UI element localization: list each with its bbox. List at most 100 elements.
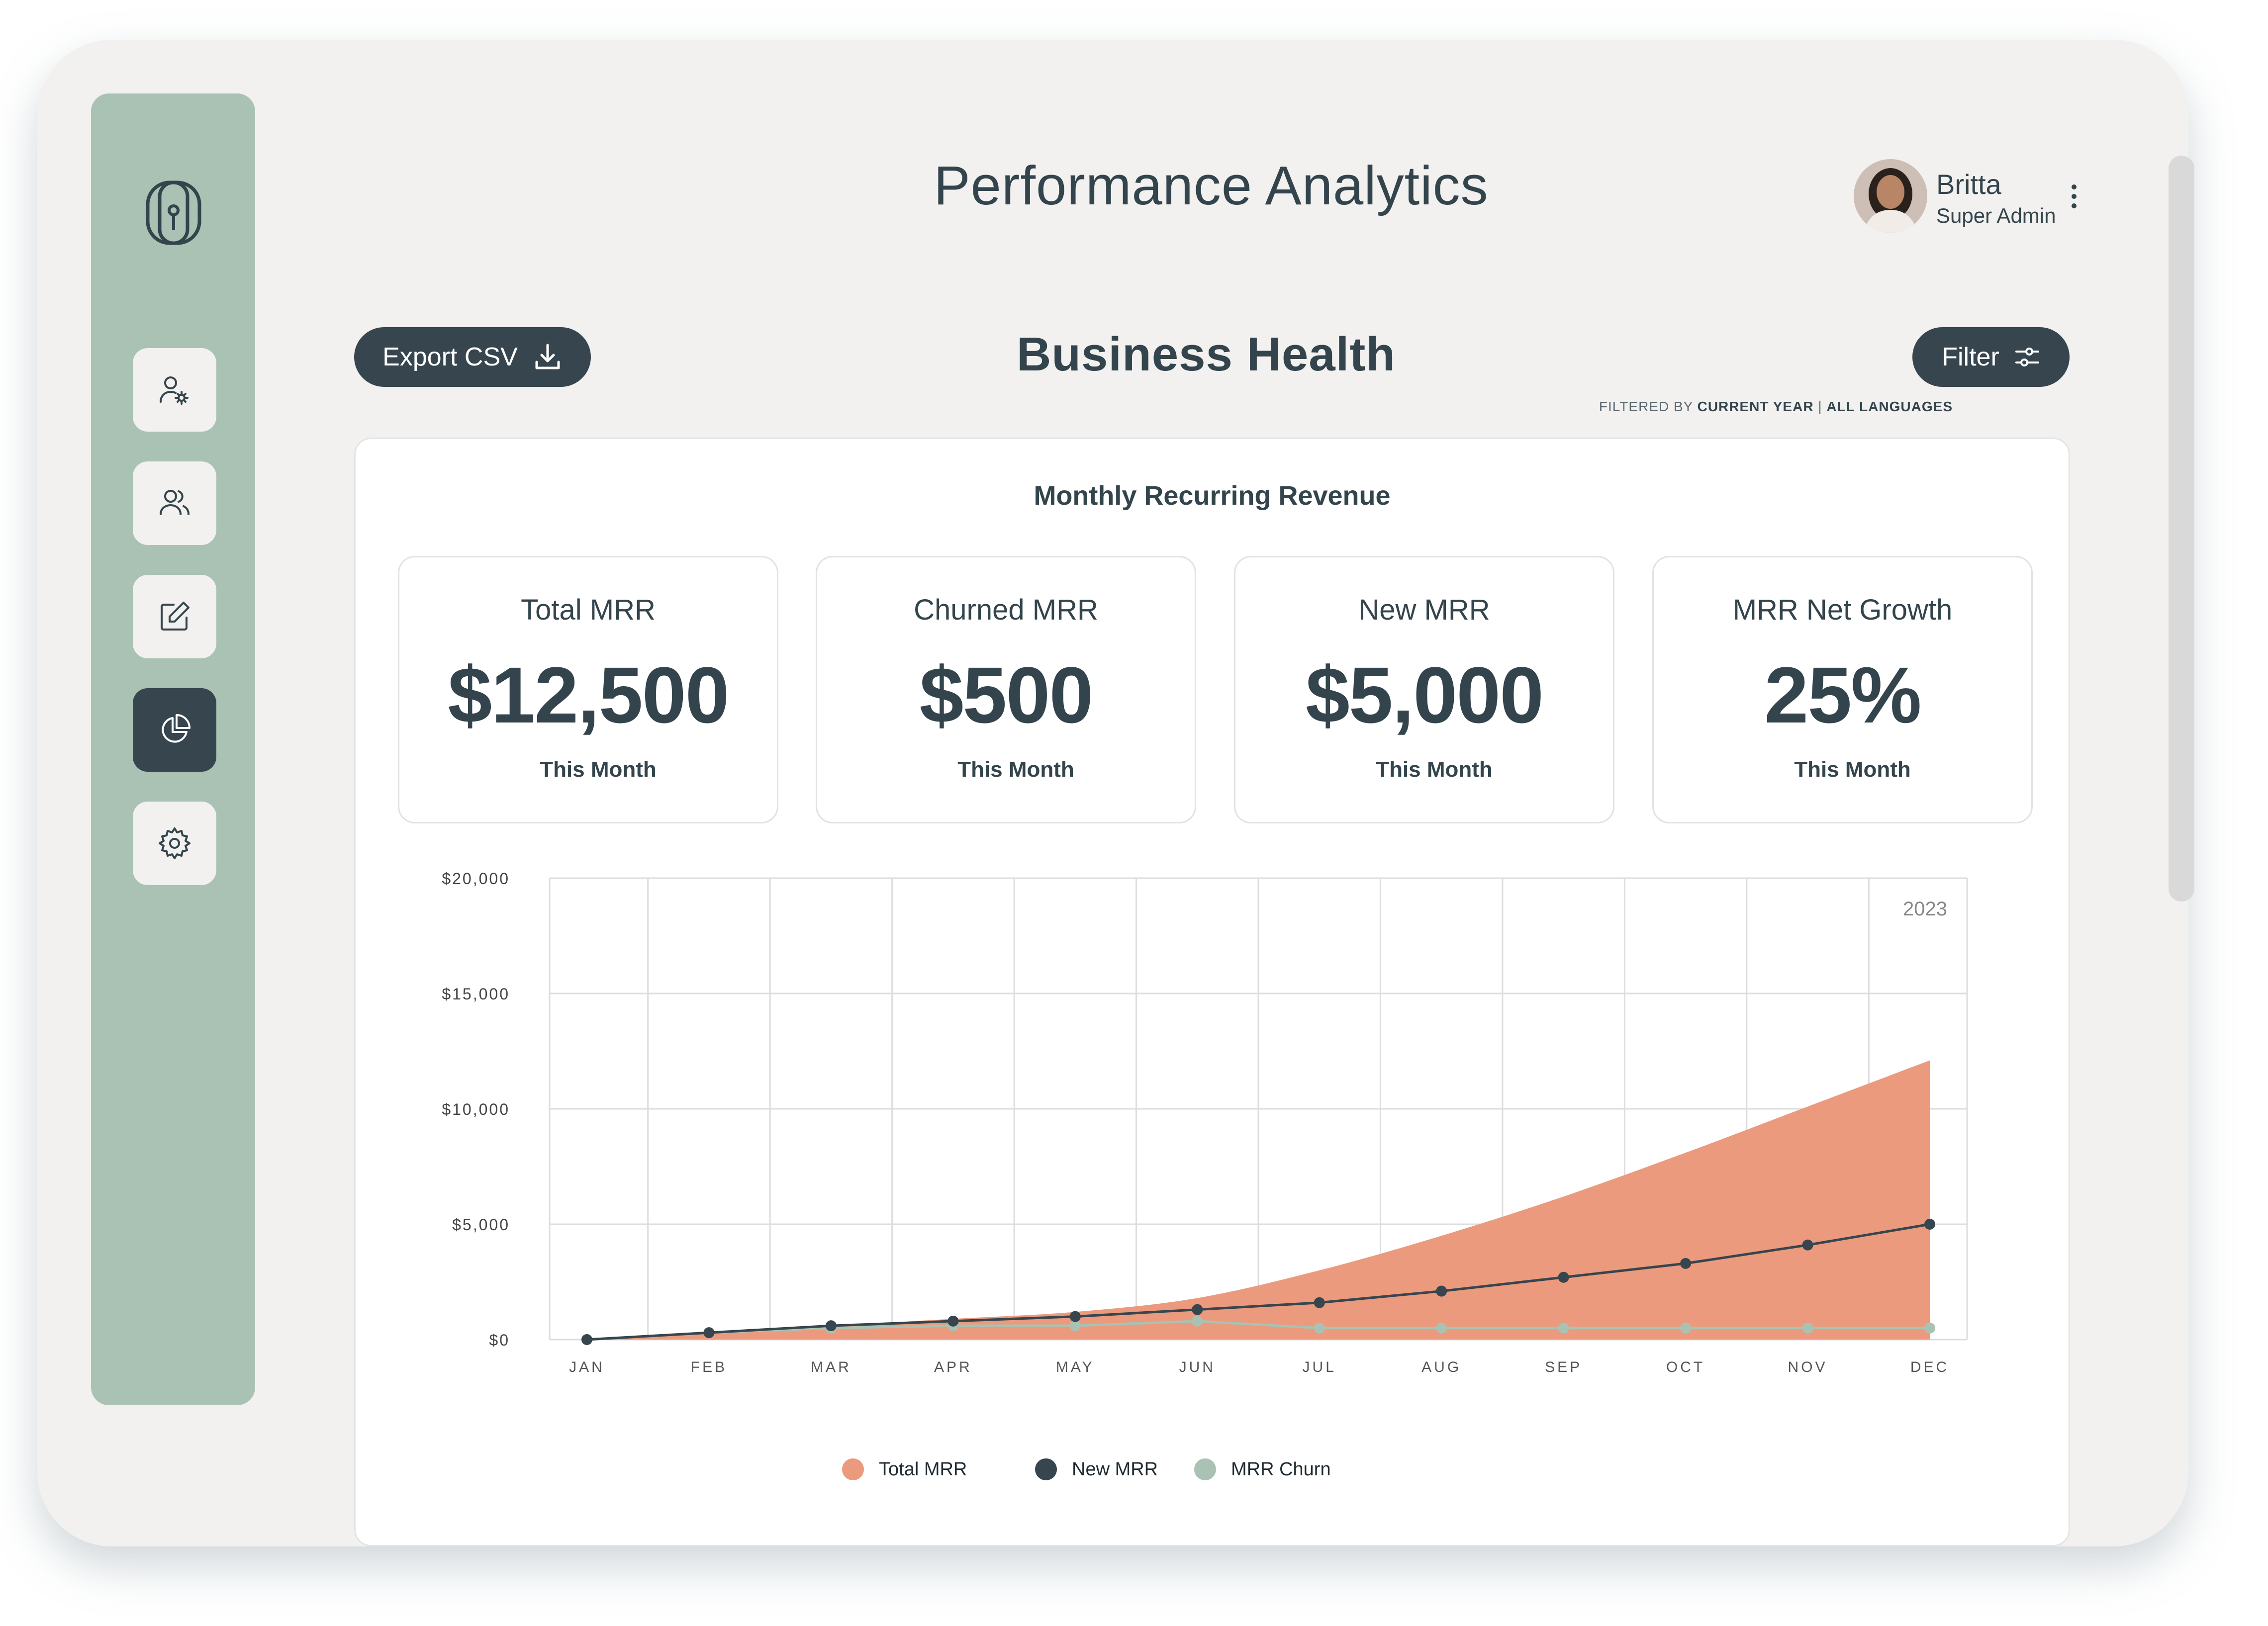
new-mrr-point bbox=[1192, 1304, 1203, 1315]
new-mrr-line bbox=[586, 1223, 1930, 1341]
logo-icon bbox=[146, 181, 201, 245]
mrr-churn-point bbox=[1802, 1322, 1813, 1334]
y-tick-label: $5,000 bbox=[452, 1216, 510, 1234]
kpi-total-mrr: Total MRR $12,500 This Month bbox=[398, 556, 778, 823]
sidebar-item-edit[interactable] bbox=[133, 575, 216, 658]
x-tick-label: JUN bbox=[1179, 1359, 1216, 1375]
sliders-icon bbox=[2015, 348, 2039, 366]
legend-label: New MRR bbox=[1072, 1458, 1158, 1480]
filter-year: CURRENT YEAR bbox=[1697, 399, 1814, 414]
avatar[interactable] bbox=[1854, 159, 1927, 233]
x-tick-label: MAY bbox=[1056, 1359, 1095, 1375]
page-title: Performance Analytics bbox=[934, 155, 1489, 216]
user-role: Super Admin bbox=[1936, 204, 2056, 227]
new-mrr-point bbox=[1436, 1285, 1447, 1297]
x-tick-label: OCT bbox=[1666, 1359, 1705, 1375]
x-tick-label: JAN bbox=[569, 1359, 605, 1375]
x-tick-label: MAR bbox=[811, 1359, 851, 1375]
legend-item-new-mrr[interactable]: New MRR bbox=[1035, 1458, 1158, 1480]
edit-icon bbox=[161, 602, 189, 631]
new-mrr-point bbox=[1924, 1219, 1935, 1230]
kpi-value: 25% bbox=[1764, 650, 1921, 739]
mrr-card: Monthly Recurring Revenue Total MRR $12,… bbox=[354, 438, 2070, 1546]
kpi-label: Churned MRR bbox=[914, 594, 1098, 626]
x-tick-label: SEP bbox=[1545, 1359, 1582, 1375]
year-label: 2023 bbox=[1903, 898, 1947, 920]
more-options-icon[interactable] bbox=[2069, 184, 2079, 209]
new-mrr-point bbox=[581, 1334, 592, 1345]
mrr-churn-line bbox=[586, 1320, 1930, 1341]
filter-language: ALL LANGUAGES bbox=[1826, 399, 1953, 414]
sidebar-item-user-settings[interactable] bbox=[133, 348, 216, 432]
download-icon bbox=[535, 344, 560, 369]
export-csv-label: Export CSV bbox=[382, 343, 518, 371]
kpi-churned-mrr: Churned MRR $500 This Month bbox=[816, 556, 1196, 823]
mrr-chart: $0 $5,000 $10,000 $15,000 $20,000 JAN FEB MAR AP… bbox=[442, 870, 1968, 1375]
sidebar bbox=[91, 93, 255, 1405]
mrr-churn-point bbox=[1314, 1322, 1325, 1334]
new-mrr-point bbox=[1680, 1258, 1692, 1269]
new-mrr-point bbox=[825, 1320, 837, 1332]
filter-status: FILTERED BY CURRENT YEAR | ALL LANGUAGES bbox=[1599, 399, 1953, 415]
legend-swatch bbox=[842, 1458, 864, 1480]
total-mrr-area bbox=[587, 1060, 1930, 1340]
scrollbar[interactable] bbox=[2169, 156, 2194, 902]
x-tick-label: FEB bbox=[691, 1359, 727, 1375]
new-mrr-point bbox=[1558, 1271, 1569, 1283]
x-tick-label: APR bbox=[934, 1359, 972, 1375]
sidebar-item-users[interactable] bbox=[133, 461, 216, 545]
legend-item-mrr-churn[interactable]: MRR Churn bbox=[1194, 1458, 1331, 1480]
legend-swatch bbox=[1035, 1458, 1057, 1480]
kpi-period: This Month bbox=[1794, 757, 1911, 782]
filter-separator: | bbox=[1818, 399, 1822, 414]
kpi-period: This Month bbox=[1376, 757, 1493, 782]
kpi-label: MRR Net Growth bbox=[1732, 594, 1953, 626]
new-mrr-point bbox=[947, 1315, 959, 1327]
gear-icon bbox=[159, 827, 190, 859]
new-mrr-point bbox=[703, 1327, 715, 1339]
avatar-image bbox=[1854, 159, 1927, 233]
card-title: Monthly Recurring Revenue bbox=[1034, 481, 1391, 511]
mrr-churn-point bbox=[1069, 1320, 1081, 1332]
user-settings-icon bbox=[160, 376, 189, 405]
legend-label: Total MRR bbox=[879, 1458, 967, 1480]
filter-button[interactable]: Filter bbox=[1912, 327, 2070, 387]
user-name: Britta bbox=[1936, 169, 2001, 200]
kpi-new-mrr: New MRR $5,000 This Month bbox=[1234, 556, 1614, 823]
filter-label: Filter bbox=[1942, 343, 1999, 371]
x-tick-label: JUL bbox=[1303, 1359, 1336, 1375]
new-mrr-point bbox=[1069, 1311, 1081, 1322]
pie-chart-icon bbox=[162, 714, 190, 743]
kpi-net-growth: MRR Net Growth 25% This Month bbox=[1652, 556, 2033, 823]
sidebar-item-analytics[interactable] bbox=[133, 688, 216, 772]
kpi-period: This Month bbox=[540, 757, 657, 782]
mrr-churn-point bbox=[1680, 1322, 1692, 1334]
kpi-label: New MRR bbox=[1358, 594, 1490, 626]
export-csv-button[interactable]: Export CSV bbox=[354, 327, 591, 387]
users-icon bbox=[160, 490, 189, 515]
mrr-churn-point bbox=[1192, 1315, 1203, 1327]
legend-item-total-mrr[interactable]: Total MRR bbox=[842, 1458, 967, 1480]
new-mrr-point bbox=[1802, 1239, 1813, 1251]
y-tick-label: $20,000 bbox=[442, 870, 510, 888]
kpi-value: $500 bbox=[919, 650, 1094, 739]
kpi-label: Total MRR bbox=[521, 594, 656, 626]
filter-prefix: FILTERED BY bbox=[1599, 399, 1693, 414]
mrr-churn-point bbox=[1924, 1322, 1935, 1334]
legend-label: MRR Churn bbox=[1231, 1458, 1331, 1480]
x-tick-label: NOV bbox=[1788, 1359, 1828, 1375]
x-tick-label: DEC bbox=[1910, 1359, 1949, 1375]
device-frame: Performance Analytics Britta Super Admin… bbox=[37, 40, 2194, 1546]
x-tick-label: AUG bbox=[1421, 1359, 1461, 1375]
y-tick-label: $0 bbox=[489, 1331, 510, 1349]
kpi-value: $5,000 bbox=[1305, 650, 1544, 739]
y-tick-label: $10,000 bbox=[442, 1100, 510, 1118]
section-title: Business Health bbox=[1017, 328, 1396, 381]
legend-swatch bbox=[1194, 1458, 1216, 1480]
sidebar-item-settings[interactable] bbox=[133, 802, 216, 885]
new-mrr-point bbox=[1314, 1297, 1325, 1308]
mrr-churn-point bbox=[1558, 1322, 1569, 1334]
mrr-churn-point bbox=[1436, 1322, 1447, 1334]
kpi-period: This Month bbox=[957, 757, 1074, 782]
kpi-value: $12,500 bbox=[448, 650, 729, 739]
